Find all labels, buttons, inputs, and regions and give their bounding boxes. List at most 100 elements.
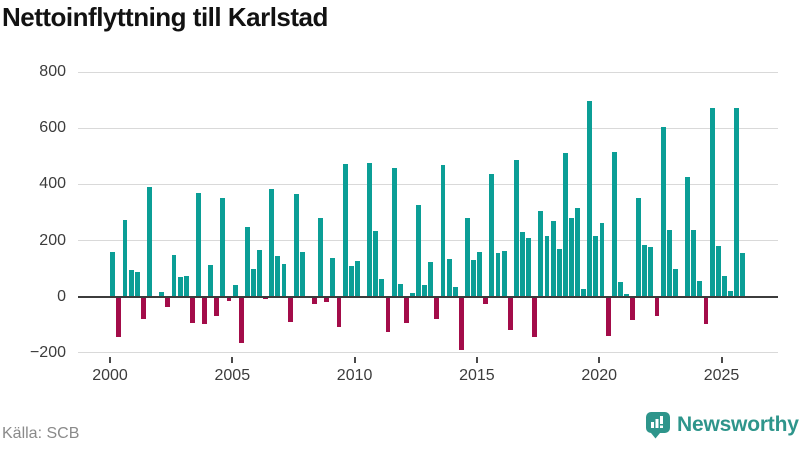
bar-2002-q3: [171, 254, 177, 297]
bar-2024-q4: [715, 245, 721, 297]
y-axis-label: 200: [39, 231, 66, 249]
bar-2016-q1: [501, 250, 507, 297]
bar-2005-q2: [238, 296, 244, 343]
bar-2006-q2: [263, 296, 269, 300]
x-axis-tick-2025: [720, 357, 723, 363]
x-axis-tick-2000: [109, 357, 111, 363]
bar-2011-q3: [391, 168, 397, 297]
bar-2007-q3: [293, 194, 299, 297]
bar-2003-q3: [195, 192, 201, 297]
newsworthy-icon: [646, 411, 670, 438]
bar-2024-q1: [697, 281, 703, 297]
gridline-400: [78, 183, 778, 185]
bar-2019-q4: [593, 236, 599, 297]
bar-2023-q3: [685, 176, 691, 297]
bar-2013-q3: [440, 165, 446, 297]
bar-2000-q2: [116, 296, 122, 338]
bar-2004-q3: [220, 198, 226, 297]
bar-2025-q2: [727, 290, 733, 297]
bar-2022-q3: [660, 127, 666, 297]
bar-2025-q1: [721, 276, 727, 297]
bar-2012-q3: [416, 204, 421, 297]
gridline-200: [78, 240, 778, 242]
bar-2018-q3: [562, 152, 568, 297]
bar-2015-q4: [495, 252, 501, 297]
bar-2020-q3: [611, 151, 617, 297]
x-axis-tick-2010: [353, 357, 356, 363]
bar-2008-q4: [324, 296, 330, 303]
bar-2008-q3: [318, 217, 324, 297]
bar-2021-q3: [636, 197, 642, 297]
bar-2023-q4: [691, 229, 697, 297]
bar-2001-q1: [134, 272, 140, 297]
bar-2021-q2: [630, 296, 636, 320]
brand-name: Newsworthy: [677, 413, 799, 436]
chart-title: Nettoinflyttning till Karlstad: [2, 2, 328, 32]
y-axis-label: 800: [39, 63, 66, 81]
gridline-600: [78, 127, 778, 129]
bar-2018-q2: [556, 248, 562, 297]
bar-2010-q1: [354, 261, 360, 297]
bar-2005-q3: [244, 226, 250, 297]
bar-2020-q4: [617, 281, 623, 297]
x-axis-label: 2020: [581, 367, 617, 384]
x-axis-label: 2015: [459, 367, 495, 384]
bar-2012-q2: [409, 293, 415, 297]
bar-2022-q4: [666, 229, 672, 297]
bar-2012-q1: [403, 296, 409, 323]
bar-2011-q4: [397, 284, 403, 297]
bar-2019-q3: [587, 101, 593, 297]
bar-2003-q1: [183, 276, 189, 297]
bar-2010-q3: [367, 162, 373, 297]
bar-2021-q1: [624, 293, 629, 297]
bar-2013-q2: [434, 296, 440, 320]
gridline-800: [78, 71, 778, 73]
bar-2006-q3: [269, 188, 275, 297]
bar-2019-q1: [575, 208, 580, 297]
bar-2000-q4: [128, 270, 134, 297]
bar-2025-q4: [740, 253, 746, 297]
bar-2002-q1: [159, 292, 165, 297]
x-axis-label: 2010: [336, 367, 373, 384]
bar-2022-q2: [654, 296, 660, 316]
bar-2011-q2: [385, 296, 391, 333]
y-axis-label: 600: [39, 119, 66, 137]
gridline-−200: [78, 352, 778, 354]
bar-2007-q1: [281, 264, 287, 297]
bar-2006-q4: [275, 256, 281, 297]
bar-2015-q3: [489, 173, 495, 297]
source-note: Källa: SCB: [2, 425, 80, 442]
brand-logo: Newsworthy: [646, 410, 799, 440]
bar-2008-q2: [312, 296, 318, 304]
x-axis-tick-2015: [475, 357, 478, 363]
bar-2014-q4: [471, 260, 477, 297]
bar-2016-q2: [507, 296, 513, 331]
bar-2006-q1: [257, 250, 262, 297]
bar-2011-q1: [379, 278, 385, 297]
bar-2007-q2: [287, 296, 293, 322]
bar-2022-q1: [648, 247, 654, 297]
bar-2002-q2: [165, 296, 171, 307]
bar-2012-q4: [422, 284, 428, 297]
bar-2015-q1: [477, 251, 483, 297]
bar-2005-q4: [250, 269, 256, 297]
bar-2025-q3: [734, 108, 739, 297]
y-axis-label: −200: [29, 343, 66, 361]
bar-2009-q2: [336, 296, 342, 327]
bar-2001-q2: [140, 296, 146, 320]
bar-2001-q3: [147, 187, 152, 297]
bar-2018-q1: [550, 221, 556, 297]
bar-2003-q2: [189, 296, 195, 324]
x-axis-label: 2025: [703, 367, 740, 384]
bar-2003-q4: [202, 296, 207, 325]
bar-2014-q3: [465, 217, 470, 297]
bar-2009-q4: [348, 265, 354, 297]
bar-2000-q1: [110, 251, 116, 297]
x-axis-tick-2020: [598, 357, 601, 363]
bar-2017-q1: [526, 237, 532, 297]
bar-2013-q4: [446, 258, 452, 297]
bar-2004-q1: [208, 265, 214, 297]
bar-2009-q1: [330, 257, 336, 297]
bar-2024-q3: [709, 107, 715, 297]
x-axis-label: 2005: [214, 367, 251, 384]
